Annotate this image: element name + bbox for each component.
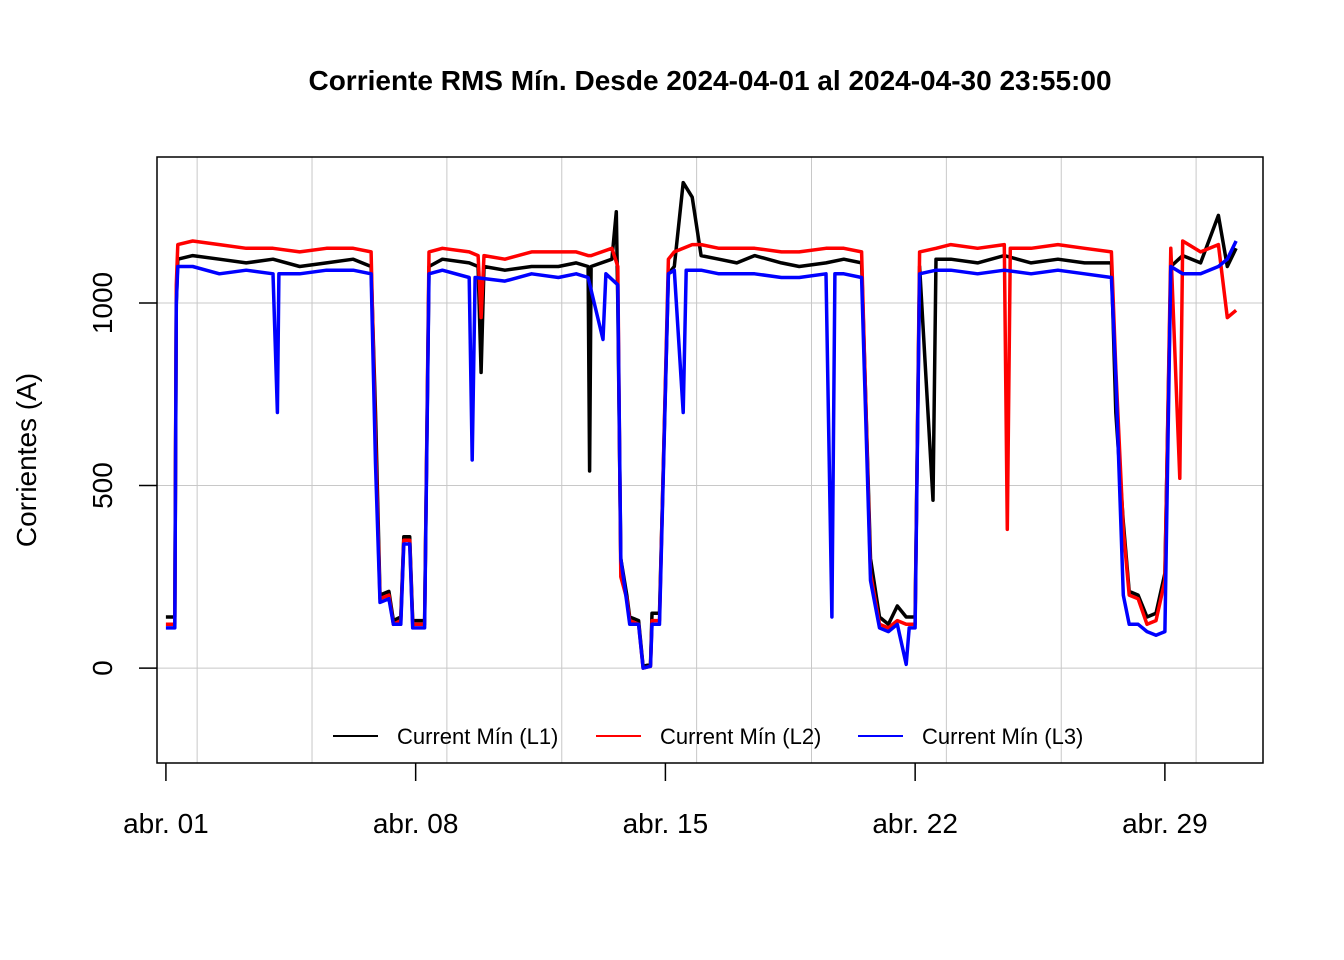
- y-tick-label: 500: [87, 462, 118, 509]
- y-tick-label: 1000: [87, 272, 118, 334]
- x-tick-label: abr. 15: [623, 808, 709, 839]
- grid-lines: [157, 157, 1263, 763]
- y-axis-label: Corrientes (A): [11, 373, 42, 547]
- y-tick-label: 0: [87, 660, 118, 676]
- chart-title: Corriente RMS Mín. Desde 2024-04-01 al 2…: [308, 65, 1111, 96]
- series-line-l3: [165, 240, 1238, 670]
- legend: Current Mín (L1) Current Mín (L2) Current …: [333, 724, 1083, 749]
- series-line-l1: [165, 180, 1238, 669]
- x-tick-label: abr. 01: [123, 808, 209, 839]
- x-tick-label: abr. 08: [373, 808, 459, 839]
- legend-label: Current Mín (L2): [660, 724, 821, 749]
- y-axis: 0 500 1000: [87, 272, 157, 676]
- x-tick-label: abr. 22: [872, 808, 958, 839]
- legend-label: Current Mín (L3): [922, 724, 1083, 749]
- series-lines: [165, 180, 1238, 670]
- x-tick-label: abr. 29: [1122, 808, 1208, 839]
- x-axis: abr. 01 abr. 08 abr. 15 abr. 22 abr. 29: [123, 763, 1208, 839]
- legend-label: Current Mín (L1): [397, 724, 558, 749]
- series-line-l2: [165, 239, 1238, 670]
- plot-frame: [156, 156, 1264, 764]
